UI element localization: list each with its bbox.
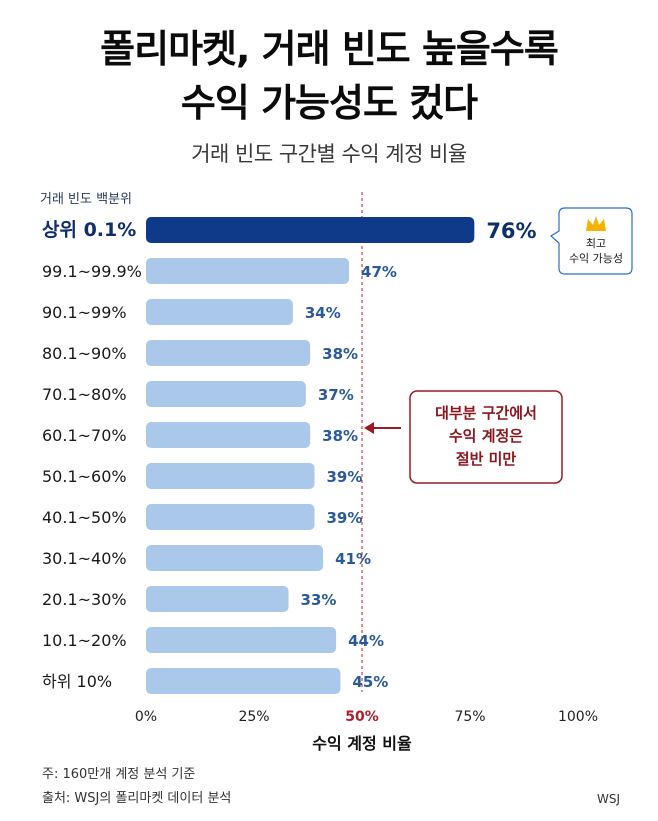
value-label-0: 76% [486,219,536,243]
bar-7 [146,504,315,530]
category-label-6: 50.1~60% [42,467,127,486]
category-label-0: 상위 0.1% [42,219,136,241]
bar-11 [146,668,341,694]
bar-10 [146,627,337,653]
category-label-8: 30.1~40% [42,549,127,568]
footnote-2: 출처: WSJ의 폴리마켓 데이터 분석 [42,791,231,806]
y-axis-title: 거래 빈도 백분위 [40,192,132,207]
x-tick-label-1: 25% [238,709,269,725]
value-label-1: 47% [361,263,397,281]
x-axis-title: 수익 계정 비율 [312,734,412,753]
value-label-3: 38% [322,345,358,363]
category-label-5: 60.1~70% [42,426,127,445]
value-label-2: 34% [305,304,341,322]
category-label-10: 10.1~20% [42,631,127,650]
source-mark: WSJ [597,792,620,806]
category-label-3: 80.1~90% [42,344,127,363]
bar-0 [146,217,475,243]
title-line-2: 수익 가능성도 컸다 [180,81,478,125]
value-label-9: 33% [301,591,337,609]
bar-4 [146,381,306,407]
crown-icon [586,216,606,231]
bar-9 [146,586,289,612]
category-label-9: 20.1~30% [42,590,127,609]
category-label-2: 90.1~99% [42,303,127,322]
chart-subtitle: 거래 빈도 구간별 수익 계정 비율 [191,142,467,166]
category-label-1: 99.1~99.9% [42,262,142,281]
x-tick-label-2: 50% [345,709,379,725]
callout-line-1: 최고 [586,237,606,250]
callout-box [549,207,633,275]
value-label-11: 45% [352,673,388,691]
value-label-10: 44% [348,632,384,650]
note-line-2: 수익 계정은 [449,427,523,445]
category-label-4: 70.1~80% [42,385,127,404]
category-label-7: 40.1~50% [42,508,127,527]
note-line-1: 대부분 구간에서 [435,404,537,422]
value-label-6: 39% [326,468,362,486]
bar-8 [146,545,324,571]
note-box [409,390,563,484]
arrow-left-icon [364,422,401,434]
bars-layer [146,192,475,694]
x-tick-label-3: 75% [454,709,485,725]
bar-3 [146,340,311,366]
footnote-1: 주: 160만개 계정 분석 기준 [42,767,195,782]
title-line-1: 폴리마켓, 거래 빈도 높을수록 [100,27,559,71]
bar-2 [146,299,293,325]
category-label-11: 하위 10% [42,672,112,691]
bar-1 [146,258,350,284]
value-label-5: 38% [322,427,358,445]
value-label-7: 39% [326,509,362,527]
value-label-4: 37% [318,386,354,404]
x-tick-label-0: 0% [135,709,157,725]
bar-6 [146,463,315,489]
value-label-8: 41% [335,550,371,568]
note-line-3: 절반 미만 [456,450,517,468]
bar-5 [146,422,311,448]
x-tick-label-4: 100% [558,709,598,725]
callout-line-2: 수익 가능성 [569,252,623,265]
